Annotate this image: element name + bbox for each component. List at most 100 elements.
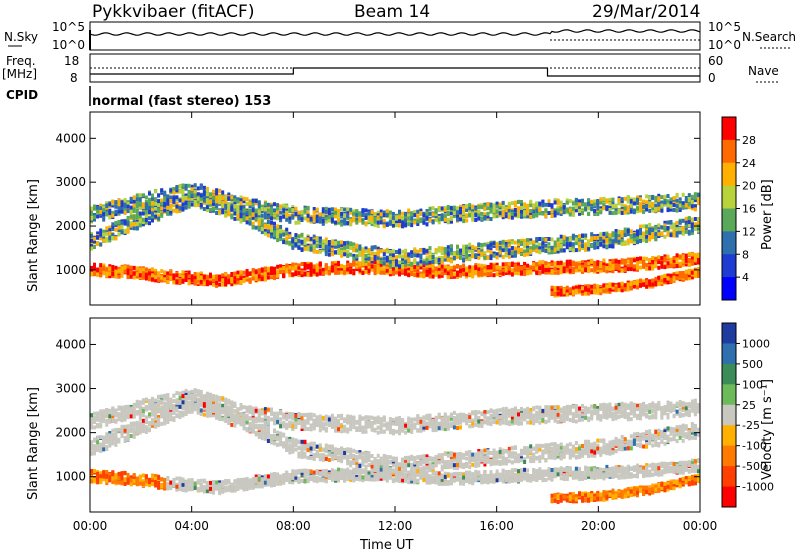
data-cell (175, 204, 179, 209)
data-cell (224, 282, 228, 287)
data-cell (337, 250, 340, 255)
data-cell (129, 214, 133, 219)
data-cell (401, 218, 405, 223)
data-cell (620, 238, 624, 243)
data-cell (321, 268, 325, 273)
data-cell (480, 267, 484, 272)
data-cell (212, 199, 215, 203)
data-cell (358, 247, 362, 252)
data-cell (227, 275, 231, 280)
data-cell (337, 213, 340, 217)
data-cell (96, 271, 100, 275)
data-cell (440, 256, 444, 260)
data-cell (620, 242, 624, 246)
data-cell (276, 234, 280, 239)
data-cell (437, 248, 441, 253)
data-cell (178, 189, 182, 194)
data-cell (574, 262, 578, 267)
data-cell (532, 203, 536, 208)
data-cell (498, 202, 502, 207)
data-cell (556, 208, 560, 213)
data-cell (343, 207, 347, 212)
data-cell (358, 250, 362, 255)
data-cell (648, 208, 652, 213)
data-cell (632, 201, 636, 206)
data-cell (172, 208, 176, 213)
data-cell (111, 213, 115, 218)
data-cell (675, 225, 679, 229)
data-cell (199, 271, 203, 276)
data-cell (410, 223, 414, 228)
data-cell (574, 205, 578, 210)
data-cell (364, 215, 368, 220)
data-cell (492, 203, 496, 208)
data-cell (517, 250, 520, 255)
data-cell (629, 206, 633, 211)
data-cell (309, 247, 313, 252)
data-cell (434, 248, 438, 253)
data-cell (251, 212, 255, 217)
data-cell (120, 209, 124, 214)
data-cell (510, 263, 514, 268)
data-cell (391, 249, 395, 254)
data-cell (193, 193, 197, 198)
data-cell (626, 205, 630, 210)
freq-line (90, 67, 700, 77)
data-cell (144, 274, 148, 279)
data-cell (407, 272, 411, 277)
data-cell (571, 291, 575, 296)
data-cell (501, 210, 505, 215)
data-cell (452, 265, 456, 270)
data-cell (623, 206, 627, 211)
data-cell (645, 265, 649, 270)
data-cell (690, 194, 694, 199)
data-cell (489, 202, 493, 207)
data-cell (102, 263, 106, 268)
data-cell (520, 248, 523, 253)
data-cell (422, 247, 426, 252)
data-cell (459, 206, 462, 211)
data-cell (334, 214, 337, 219)
data-cell (574, 248, 578, 253)
data-cell (285, 217, 289, 222)
data-cell (568, 241, 572, 246)
data-cell (276, 232, 280, 237)
data-cell (547, 270, 551, 275)
data-cell (556, 242, 560, 247)
data-cell (309, 236, 313, 241)
data-cell (233, 208, 237, 213)
data-cell (642, 231, 646, 236)
data-cell (346, 207, 350, 212)
data-cell (446, 219, 450, 224)
data-cell (352, 242, 356, 247)
data-cell (263, 229, 267, 233)
data-cell (568, 236, 572, 240)
data-cell (334, 210, 337, 215)
data-cell (330, 247, 334, 252)
data-cell (358, 245, 362, 250)
data-cell (672, 196, 676, 201)
data-cell (507, 248, 511, 253)
data-cell (196, 196, 200, 201)
data-cell (449, 205, 453, 210)
data-cell (459, 248, 462, 253)
data-cell (105, 229, 109, 234)
data-cell (672, 230, 676, 235)
data-cell (151, 212, 154, 217)
data-cell (428, 259, 432, 264)
data-cell (291, 272, 295, 277)
data-cell (285, 227, 289, 232)
data-cell (398, 217, 401, 222)
data-cell (135, 208, 139, 213)
data-cell (93, 272, 96, 277)
data-cell (547, 268, 551, 272)
data-cell (544, 249, 548, 253)
data-cell (697, 220, 700, 225)
data-cell (608, 267, 612, 272)
data-cell (327, 211, 331, 216)
data-cell (663, 258, 667, 263)
data-cell (632, 233, 636, 238)
data-cell (410, 262, 414, 267)
data-cell (349, 262, 353, 267)
data-cell (141, 271, 145, 276)
